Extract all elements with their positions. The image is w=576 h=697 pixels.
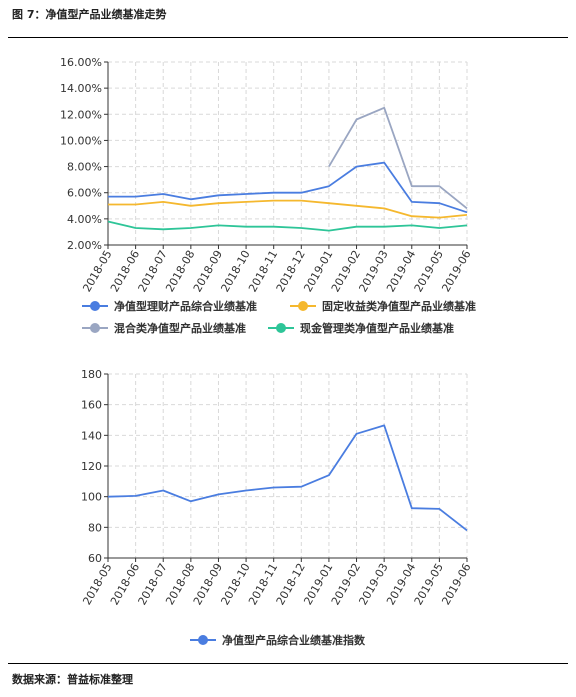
y-tick-label: 120 xyxy=(81,460,102,473)
series-line-3 xyxy=(328,106,468,210)
y-tick-label: 140 xyxy=(81,429,102,442)
y-tick-label: 10.00% xyxy=(60,134,102,147)
legend-marker xyxy=(198,635,208,645)
legend-label: 净值型产品综合业绩基准指数 xyxy=(222,633,366,647)
y-tick-label: 160 xyxy=(81,399,102,412)
series-line-1 xyxy=(107,424,468,532)
legend-label: 混合类净值型产品业绩基准 xyxy=(114,321,246,335)
chart-upper-benchmark-trend: 2.00% 4.00% 6.00% 8.00% 10.00% 12.00% 14.00% 16… xyxy=(60,56,474,294)
legend-marker xyxy=(90,323,100,333)
y-tick-label: 80 xyxy=(88,521,102,534)
source-note: 数据来源：普益标准整理 xyxy=(12,673,133,686)
series-line-4 xyxy=(107,220,468,232)
legend-label: 净值型理财产品综合业绩基准 xyxy=(114,299,257,313)
legend-marker xyxy=(276,323,286,333)
chart-lower-benchmark-index: 60801001201401601802018-052018-062018-07… xyxy=(80,368,473,607)
legend-marker xyxy=(298,301,308,311)
series-line-2 xyxy=(108,199,468,219)
y-tick-label: 16.00% xyxy=(60,56,102,69)
y-tick-label: 14.00% xyxy=(60,82,102,95)
y-tick-label: 2.00% xyxy=(67,239,102,252)
legend-label: 现金管理类净值型产品业绩基准 xyxy=(300,321,454,335)
y-tick-label: 100 xyxy=(81,491,102,504)
y-tick-label: 12.00% xyxy=(60,108,102,121)
y-tick-label: 60 xyxy=(88,552,102,565)
legend-lower: 净值型产品综合业绩基准指数 xyxy=(190,633,366,647)
figure-title: 图 7：净值型产品业绩基准走势 xyxy=(12,8,167,21)
y-tick-label: 6.00% xyxy=(67,187,102,200)
series-line-1 xyxy=(108,161,468,214)
bottom-rule xyxy=(8,663,568,664)
y-tick-label: 8.00% xyxy=(67,161,102,174)
y-tick-label: 180 xyxy=(81,368,102,381)
top-rule xyxy=(8,37,568,38)
legend-marker xyxy=(90,301,100,311)
legend-label: 固定收益类净值型产品业绩基准 xyxy=(322,299,476,313)
y-tick-label: 4.00% xyxy=(67,213,102,226)
